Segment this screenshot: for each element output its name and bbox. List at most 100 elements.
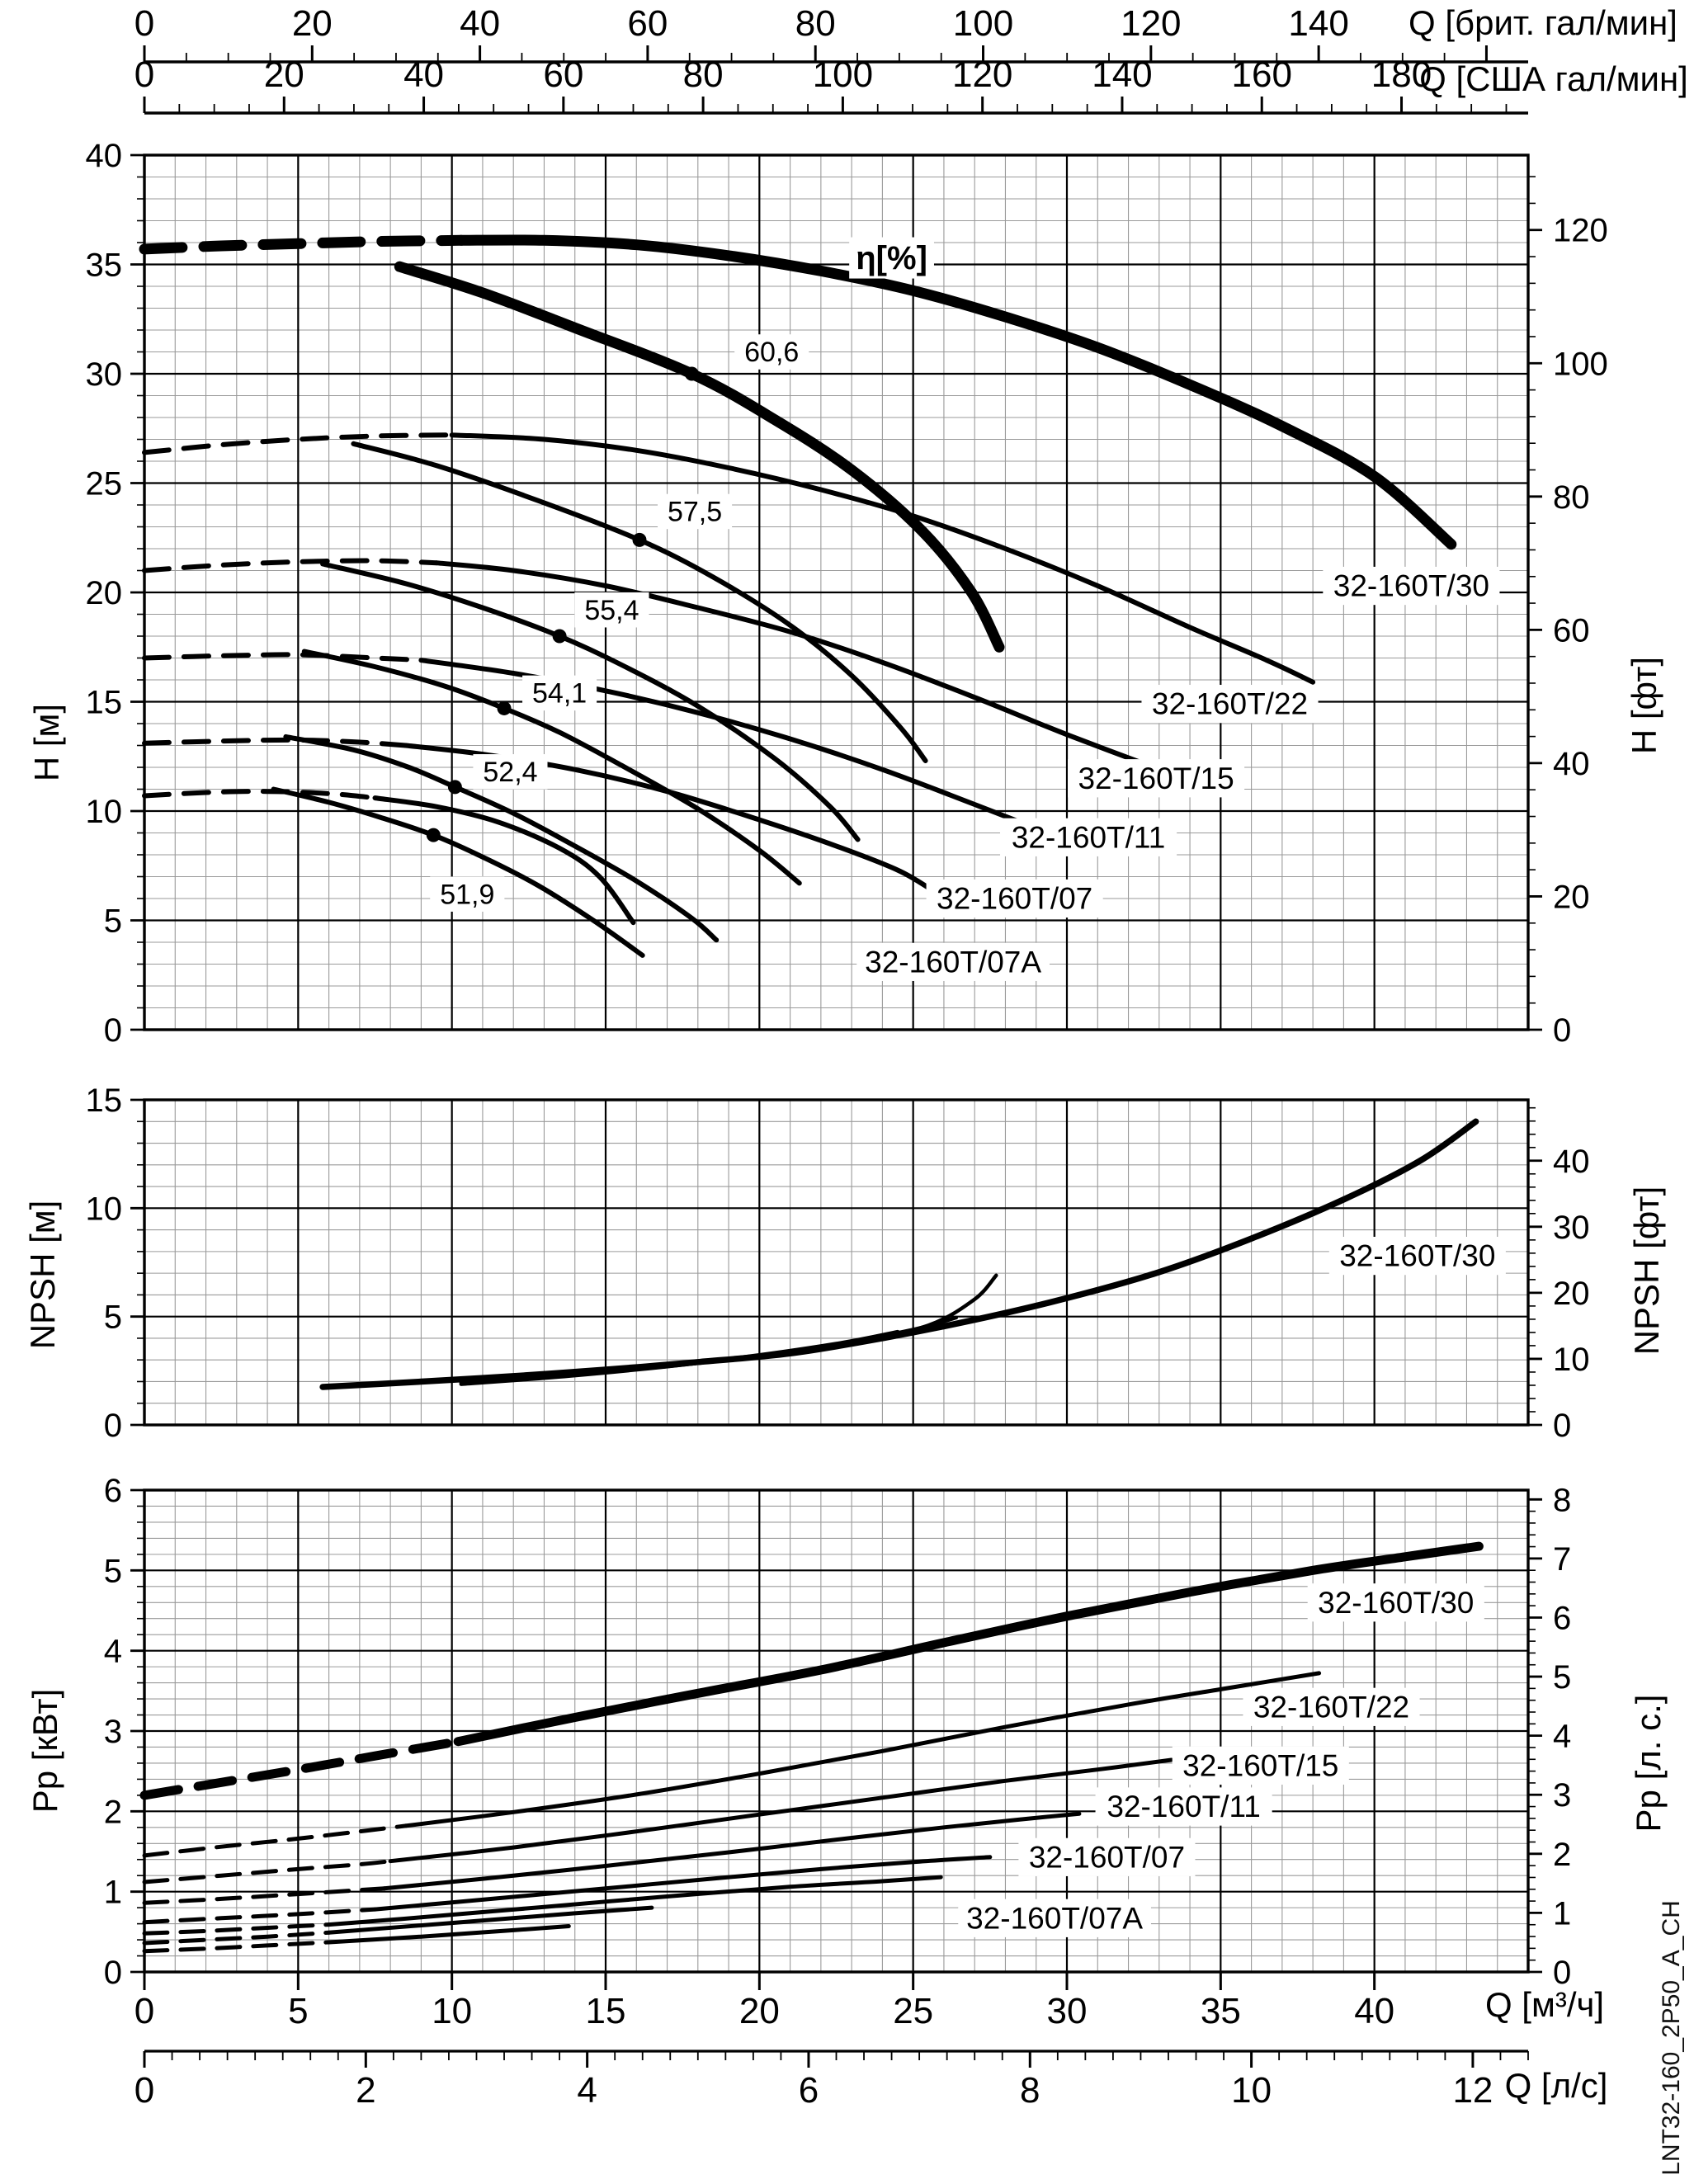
efficiency-value-label: 51,9 — [430, 876, 505, 912]
power-right-tick-label: 7 — [1553, 1541, 1571, 1578]
head-left-tick-label: 15 — [86, 685, 123, 721]
curve-label: 32-160T/30 — [1328, 1236, 1506, 1276]
curve-label: 32-160T/11 — [1000, 818, 1177, 856]
bep-dot-32-160T/30 — [684, 366, 699, 381]
head-right-tick-label: 40 — [1553, 746, 1590, 782]
eta-header-label: η[%] — [849, 237, 934, 279]
q-m3h-tick-label: 40 — [1354, 1991, 1394, 2031]
curve-dashed-power-strand-1 — [142, 1930, 332, 1946]
imp-gal-ruler-tick-label: 140 — [1288, 3, 1348, 44]
q-m3h-axis-title: Q [м³/ч] — [1484, 1985, 1605, 2024]
curve-power-32-160T/15 — [388, 1757, 1174, 1864]
curve-label: 32-160T/07 — [926, 879, 1103, 918]
curve-label-text: 32-160T/22 — [1253, 1690, 1409, 1724]
curve-dashed-power-strand-2 — [142, 1940, 332, 1954]
curve-efficiency-32-160T/11 — [301, 649, 802, 886]
npsh-chart-border — [143, 1098, 1530, 1427]
npsh-right-tick-label: 40 — [1553, 1144, 1590, 1180]
power-right-tick-label: 1 — [1553, 1895, 1571, 1932]
curve-label-text: 32-160T/30 — [1318, 1586, 1474, 1620]
q-m3h-axis — [143, 1972, 1376, 1990]
h-ft-axis-title: H [фт] — [1625, 656, 1663, 755]
curve-label: 32-160T/30 — [1323, 566, 1500, 606]
curve-dashed-32-160T/30 — [139, 234, 467, 255]
imp-gal-ruler-tick-label: 80 — [795, 3, 836, 44]
npsh-curves — [319, 1118, 1479, 1390]
q-m3h-tick-label: 15 — [586, 1991, 626, 2031]
efficiency-value-label: 55,4 — [574, 592, 649, 628]
curve-efficiency-32-160T/15 — [320, 561, 861, 842]
imp-gal-ruler-tick-label: 20 — [292, 3, 333, 44]
pp-hp-axis-title: Pp [л. с.] — [1629, 1694, 1668, 1833]
eta-header-label-text: η[%] — [856, 240, 927, 276]
curve-label: 32-160T/15 — [1172, 1746, 1349, 1785]
curve-dashed-32-160T/11 — [142, 1886, 387, 1905]
curve-dashed-32-160T/07 — [142, 1907, 377, 1925]
curve-power-32-160T/30 — [453, 1541, 1484, 1747]
npsh-m-axis-title: NPSH [м] — [23, 1200, 62, 1350]
curve-dashed-32-160T/15 — [142, 1859, 393, 1884]
curve-label-text: 32-160T/15 — [1078, 762, 1234, 795]
head-right-tick-label: 20 — [1553, 879, 1590, 915]
npsh-right-tick-label: 10 — [1553, 1342, 1590, 1378]
curve-power-32-160T/22 — [403, 1671, 1322, 1828]
bep-dot-32-160T/22 — [632, 532, 647, 547]
head-right-tick-label: 120 — [1553, 213, 1608, 249]
head-curves — [139, 234, 1457, 958]
curve-efficiency-32-160T/22 — [351, 441, 928, 763]
imp-gal-ruler-tick-label: 40 — [460, 3, 500, 44]
bep-dot-32-160T/11 — [497, 700, 512, 715]
us-gal-ruler-tick-label: 180 — [1371, 54, 1432, 95]
head-left-tick-label: 25 — [86, 466, 123, 502]
power-left-tick-label: 1 — [104, 1875, 122, 1911]
curve-label-text: 32-160T/07 — [1029, 1840, 1185, 1874]
imp-gal-ruler-tick-label: 120 — [1121, 3, 1181, 44]
curve-npsh-npsh-branch-3 — [480, 1329, 900, 1383]
bep-dot-32-160T/07 — [447, 780, 462, 795]
efficiency-value-label: 60,6 — [734, 334, 809, 370]
npsh-right-tick-label: 30 — [1553, 1210, 1590, 1246]
npsh-left-tick-label: 15 — [86, 1083, 123, 1119]
power-right-tick-label: 0 — [1553, 1955, 1571, 1991]
curve-dashed-32-160T/15 — [142, 558, 439, 573]
head-left-tick-label: 35 — [86, 248, 123, 284]
npsh-chart-grid — [130, 1098, 1542, 1427]
curve-pump-32-160T/15 — [434, 560, 1174, 776]
efficiency-value-label-text: 60,6 — [744, 337, 799, 368]
curve-power-power-strand-2 — [327, 1924, 571, 1945]
us-gal-ruler-tick-label: 120 — [952, 54, 1012, 95]
imp-gal-ruler — [143, 45, 1528, 64]
efficiency-value-label-text: 55,4 — [584, 595, 639, 626]
q-ls-tick-label: 2 — [356, 2070, 375, 2111]
efficiency-value-label-text: 54,1 — [532, 677, 587, 709]
curve-label-text: 32-160T/30 — [1333, 569, 1489, 603]
q-m3h-tick-label: 0 — [134, 1991, 154, 2031]
q-ls-tick-label: 4 — [577, 2070, 597, 2111]
curve-dashed-32-160T/11 — [142, 652, 424, 663]
head-left-tick-label: 0 — [104, 1012, 122, 1049]
us-gal-ruler-tick-label: 60 — [543, 54, 583, 95]
us-gal-ruler-tick-label: 0 — [134, 54, 154, 95]
npsh-right-tick-label: 0 — [1553, 1408, 1571, 1444]
q-m3h-tick-label: 5 — [288, 1991, 308, 2031]
curve-label: 32-160T/11 — [1095, 1787, 1272, 1826]
us-gal-ruler-tick-label: 140 — [1092, 54, 1152, 95]
npsh-ft-axis-title: NPSH [фт] — [1627, 1186, 1666, 1356]
power-right-tick-label: 8 — [1553, 1482, 1571, 1518]
power-right-tick-label: 4 — [1553, 1719, 1571, 1755]
head-left-tick-label: 10 — [86, 794, 123, 830]
curve-label: 32-160T/07 — [1018, 1837, 1196, 1876]
head-left-tick-label: 30 — [86, 356, 123, 393]
q-m3h-tick-label: 20 — [739, 1991, 780, 2031]
curve-label: 32-160T/22 — [1141, 685, 1319, 724]
curve-label: 32-160T/07A — [958, 1899, 1151, 1937]
q-m3h-tick-label: 35 — [1201, 1991, 1241, 2031]
curve-label: 32-160T/30 — [1307, 1583, 1484, 1622]
power-left-tick-label: 5 — [104, 1553, 122, 1589]
q-imp-gal-axis-title: Q [брит. гал/мин] — [1409, 3, 1677, 42]
efficiency-value-label: 57,5 — [658, 493, 733, 530]
q-ls-axis-title: Q [л/с] — [1504, 2066, 1608, 2105]
curve-power-32-160T/07 — [373, 1855, 993, 1912]
curve-label: 32-160T/07A — [856, 942, 1050, 981]
